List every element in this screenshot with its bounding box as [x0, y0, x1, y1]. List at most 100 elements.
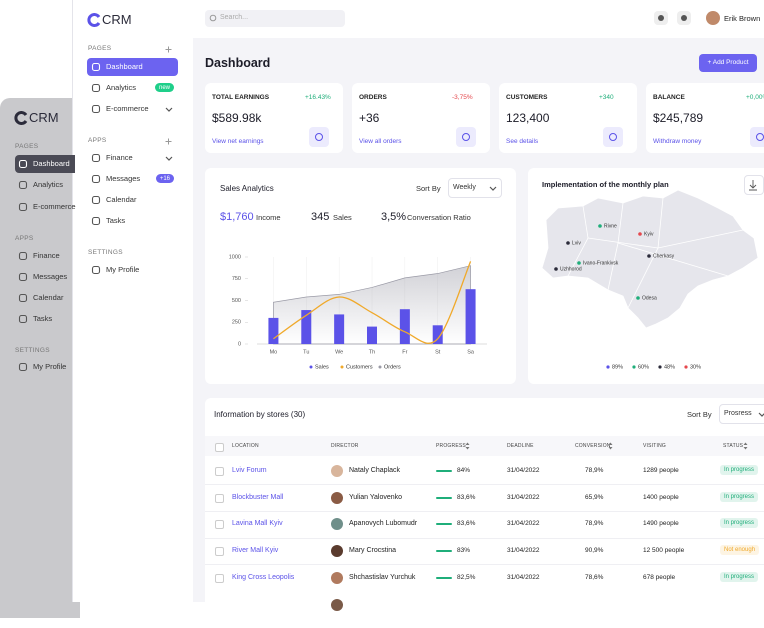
row-checkbox[interactable] — [215, 573, 224, 583]
kpi-link[interactable]: View all orders — [359, 138, 402, 145]
status-chip: In progress — [720, 465, 759, 475]
kpi-title: CUSTOMERS — [506, 94, 548, 101]
sidebar — [72, 0, 194, 602]
sort-select[interactable] — [448, 178, 502, 198]
city-marker — [554, 267, 558, 271]
graphic — [18, 272, 28, 282]
progress-value: 83% — [457, 547, 471, 555]
legend-marker — [309, 365, 313, 369]
nav-item[interactable]: Finance — [106, 153, 133, 162]
nav-item[interactable]: Tasks — [106, 216, 126, 225]
table-header-bg — [205, 436, 764, 456]
graphic — [18, 180, 28, 190]
search-box — [205, 10, 345, 27]
section-title: PAGES — [88, 45, 112, 52]
icon — [18, 202, 28, 212]
card-title: Sales Analytics — [220, 184, 274, 193]
nav-item[interactable]: Calendar — [106, 195, 137, 204]
graphic — [165, 107, 173, 112]
city-label: Odesa — [642, 295, 657, 301]
graphic — [758, 412, 764, 417]
kpi-change: +16.43% — [305, 94, 331, 101]
nav-item[interactable]: My Profile — [106, 265, 140, 274]
icon — [609, 133, 617, 141]
city-marker — [647, 254, 651, 258]
director-name: Yulian Yalovenko — [349, 493, 403, 501]
conversion: 90,9% — [585, 547, 604, 555]
icon — [18, 272, 28, 282]
column-header: DIRECTOR — [331, 443, 359, 449]
row-checkbox[interactable] — [215, 520, 224, 530]
legend-marker — [684, 365, 688, 369]
city-label: Cherkasy — [653, 253, 675, 259]
deadline: 31/04/2022 — [507, 467, 540, 474]
avatar — [331, 518, 343, 531]
row-checkbox[interactable] — [215, 467, 224, 476]
y-tick-label: 500 — [232, 298, 241, 304]
graphic: 0 250 500 750 1000 Mo Tu We Th Fr St Sa Sales Custome… — [229, 254, 487, 370]
chevron-icon — [489, 186, 497, 191]
nav-item[interactable]: Dashboard — [33, 159, 70, 168]
store-location[interactable]: River Mall Kyiv — [232, 547, 279, 555]
progress-value: 83,6% — [457, 520, 476, 528]
y-tick-label: 250 — [232, 320, 241, 326]
sort-icon — [743, 442, 748, 450]
graphic — [165, 156, 173, 161]
row-checkbox[interactable] — [215, 493, 224, 503]
nav-item[interactable]: Analytics — [33, 180, 64, 189]
city-marker — [577, 261, 581, 265]
x-tick-label: We — [335, 349, 343, 355]
city-label: Rivne — [604, 223, 617, 229]
y-tick-label: 750 — [232, 276, 241, 282]
logo-icon — [14, 111, 28, 125]
kpi-card: BALANCE +0,00% $245,789 Withdraw money — [646, 83, 764, 153]
nav-item[interactable]: Analytics — [106, 83, 137, 92]
conversion: 78,9% — [585, 520, 604, 528]
graphic — [91, 153, 101, 163]
nav-item[interactable]: Calendar — [33, 293, 64, 302]
kpi-link[interactable]: View net earnings — [212, 138, 264, 145]
nav-item[interactable]: Dashboard — [106, 62, 143, 71]
nav-item[interactable]: Messages — [106, 174, 141, 183]
add-product-button[interactable]: + Add Product — [699, 54, 757, 72]
graphic — [18, 251, 28, 261]
visiting: 1400 people — [643, 493, 679, 501]
conversion: 65,9% — [585, 493, 604, 501]
logo-text: CRM — [29, 110, 59, 125]
search-input[interactable]: Search... — [220, 14, 249, 21]
nav-item[interactable]: Messages — [33, 272, 68, 281]
select-all-checkbox[interactable] — [215, 443, 224, 452]
sort-select[interactable] — [719, 404, 764, 424]
store-location[interactable]: Lavina Mall Kyiv — [232, 520, 283, 528]
icon — [91, 216, 101, 226]
status-chip: Not enough — [720, 545, 760, 556]
nav-item[interactable]: Finance — [33, 251, 60, 260]
city-label: Uzhhorod — [560, 266, 582, 272]
store-location[interactable]: King Cross Leopolis — [232, 573, 295, 581]
city-marker — [638, 232, 642, 236]
nav-item[interactable]: E-commerce — [106, 104, 149, 113]
kpi-link[interactable]: Withdraw money — [653, 138, 702, 145]
store-location[interactable]: Blockbuster Mall — [232, 493, 284, 501]
progress-value: 83,6% — [457, 493, 476, 501]
nav-item[interactable]: E-commerce — [33, 202, 76, 211]
kpi-title: BALANCE — [653, 94, 685, 101]
row-checkbox[interactable] — [215, 547, 224, 557]
nav-item[interactable]: Tasks — [33, 314, 53, 323]
kpi-card: CUSTOMERS +340 123,400 See details — [499, 83, 637, 153]
director-name: Mary Crocstina — [349, 547, 397, 555]
user-name[interactable]: Erik Brown — [724, 14, 761, 23]
nav-item[interactable]: My Profile — [33, 362, 67, 371]
director-name: Apanovych Lubomudr — [349, 520, 418, 528]
graphic — [165, 138, 172, 145]
stat-value: $1,760 — [220, 211, 254, 223]
graphic — [91, 104, 101, 114]
visiting: 12 500 people — [643, 547, 685, 555]
kpi-value: +36 — [359, 111, 380, 125]
graphic — [489, 186, 497, 191]
legend-label: 89% — [612, 364, 623, 370]
x-tick-label: St — [435, 349, 441, 355]
kpi-link[interactable]: See details — [506, 138, 539, 145]
store-location[interactable]: Lviv Forum — [232, 467, 267, 474]
legend-label: 48% — [664, 364, 675, 370]
